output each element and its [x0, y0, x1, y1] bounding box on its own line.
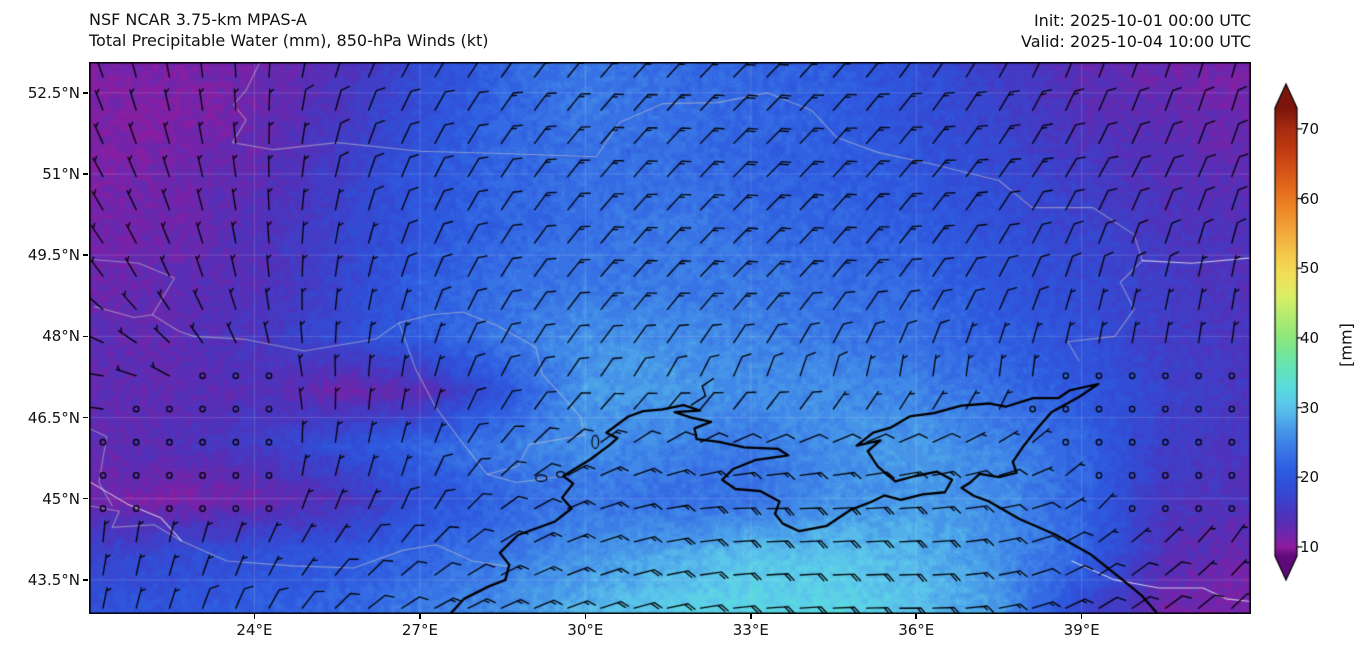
colorbar-tick-label: 20 [1300, 468, 1320, 487]
y-tick-mark [83, 254, 88, 256]
colorbar-tick-label: 50 [1300, 259, 1320, 278]
model-title: NSF NCAR 3.75-km MPAS-A [89, 10, 307, 29]
y-tick-mark [83, 579, 88, 581]
colorbar-tick-label: 10 [1300, 537, 1320, 556]
x-tick-mark [1080, 614, 1083, 619]
x-tick-label: 24°E [236, 621, 273, 639]
colorbar-tick-label: 60 [1300, 189, 1320, 208]
y-tick-mark [83, 497, 88, 500]
y-tick-label: 52.5°N [27, 83, 80, 102]
colorbar-unit-label: [mm] [1336, 323, 1356, 367]
x-tick-label: 33°E [732, 621, 769, 639]
y-tick-label: 46.5°N [27, 408, 80, 427]
x-tick-mark [915, 614, 917, 619]
y-tick-label: 48°N [42, 327, 80, 346]
y-tick-mark [83, 92, 88, 94]
x-tick-mark [750, 614, 752, 619]
y-tick-label: 49.5°N [27, 246, 80, 265]
map-canvas [89, 62, 1251, 614]
valid-time-label: Valid: 2025-10-04 10:00 UTC [1020, 32, 1251, 51]
y-tick-mark [83, 335, 88, 338]
y-tick-label: 51°N [42, 165, 80, 184]
x-tick-mark [253, 614, 256, 619]
x-tick-label: 27°E [401, 621, 438, 639]
colorbar-tick-label: 40 [1300, 328, 1320, 347]
x-tick-mark [584, 614, 587, 619]
field-title: Total Precipitable Water (mm), 850-hPa W… [89, 31, 489, 50]
y-tick-label: 43.5°N [27, 570, 80, 589]
x-tick-label: 30°E [567, 621, 604, 639]
y-tick-mark [83, 173, 88, 175]
colorbar-tick-label: 30 [1300, 398, 1320, 417]
run-info: Init: 2025-10-01 00:00 UTC Valid: 2025-1… [1021, 10, 1251, 52]
colorbar-tick-label: 70 [1300, 119, 1320, 138]
y-tick-mark [83, 416, 88, 419]
x-tick-label: 36°E [898, 621, 935, 639]
colorbar-canvas [1271, 78, 1311, 584]
y-tick-label: 45°N [42, 489, 80, 508]
init-time-label: Init: 2025-10-01 00:00 UTC [1033, 11, 1251, 30]
x-tick-mark [419, 614, 421, 619]
x-tick-label: 39°E [1063, 621, 1100, 639]
